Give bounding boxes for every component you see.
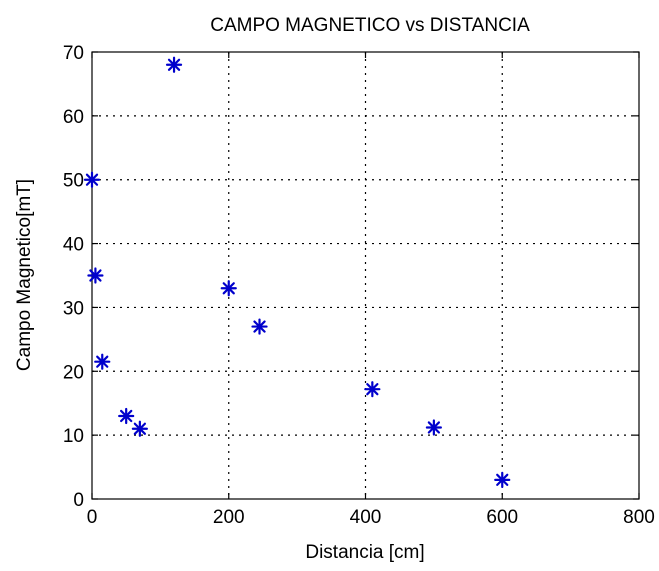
data-point xyxy=(131,420,148,437)
star-stroke xyxy=(496,473,509,486)
data-point xyxy=(118,407,135,425)
data-point xyxy=(94,353,111,370)
star-stroke xyxy=(222,282,235,295)
star-stroke xyxy=(85,173,99,186)
y-tick-label: 10 xyxy=(63,426,84,447)
axis-ticks: 0 200 400 600 800 0 10 20 30 40 50 60 70 xyxy=(63,43,655,528)
data-point xyxy=(425,419,442,436)
star-stroke xyxy=(96,355,109,368)
star-stroke xyxy=(120,409,133,423)
x-tick-label: 200 xyxy=(213,507,245,528)
y-tick-label: 70 xyxy=(63,43,84,64)
y-tick-label: 0 xyxy=(73,490,84,511)
data-point xyxy=(220,280,237,297)
data-point xyxy=(87,267,104,284)
y-axis-label: Campo Magnetico[mT] xyxy=(14,179,35,371)
x-tick-label: 0 xyxy=(87,507,98,528)
y-tick-label: 40 xyxy=(63,235,84,256)
star-stroke xyxy=(366,383,379,396)
x-tick-label: 400 xyxy=(350,507,382,528)
star-stroke xyxy=(89,269,102,282)
star-stroke xyxy=(133,422,147,435)
x-axis-label: Distancia [cm] xyxy=(305,542,424,563)
y-tick-label: 50 xyxy=(63,171,84,192)
chart-title: CAMPO MAGNETICO vs DISTANCIA xyxy=(210,15,530,36)
y-tick-label: 60 xyxy=(63,107,84,128)
data-point xyxy=(494,471,511,488)
grid-lines xyxy=(92,52,639,499)
star-stroke xyxy=(427,421,441,434)
x-tick-label: 800 xyxy=(623,507,655,528)
data-point xyxy=(83,171,101,188)
star-stroke xyxy=(253,320,266,333)
star-stroke xyxy=(167,58,181,71)
data-point xyxy=(364,381,381,398)
data-point xyxy=(165,56,183,73)
data-points xyxy=(83,56,511,488)
y-tick-label: 30 xyxy=(63,298,84,319)
x-tick-label: 600 xyxy=(486,507,518,528)
y-tick-label: 20 xyxy=(63,362,84,383)
data-point xyxy=(251,318,268,335)
